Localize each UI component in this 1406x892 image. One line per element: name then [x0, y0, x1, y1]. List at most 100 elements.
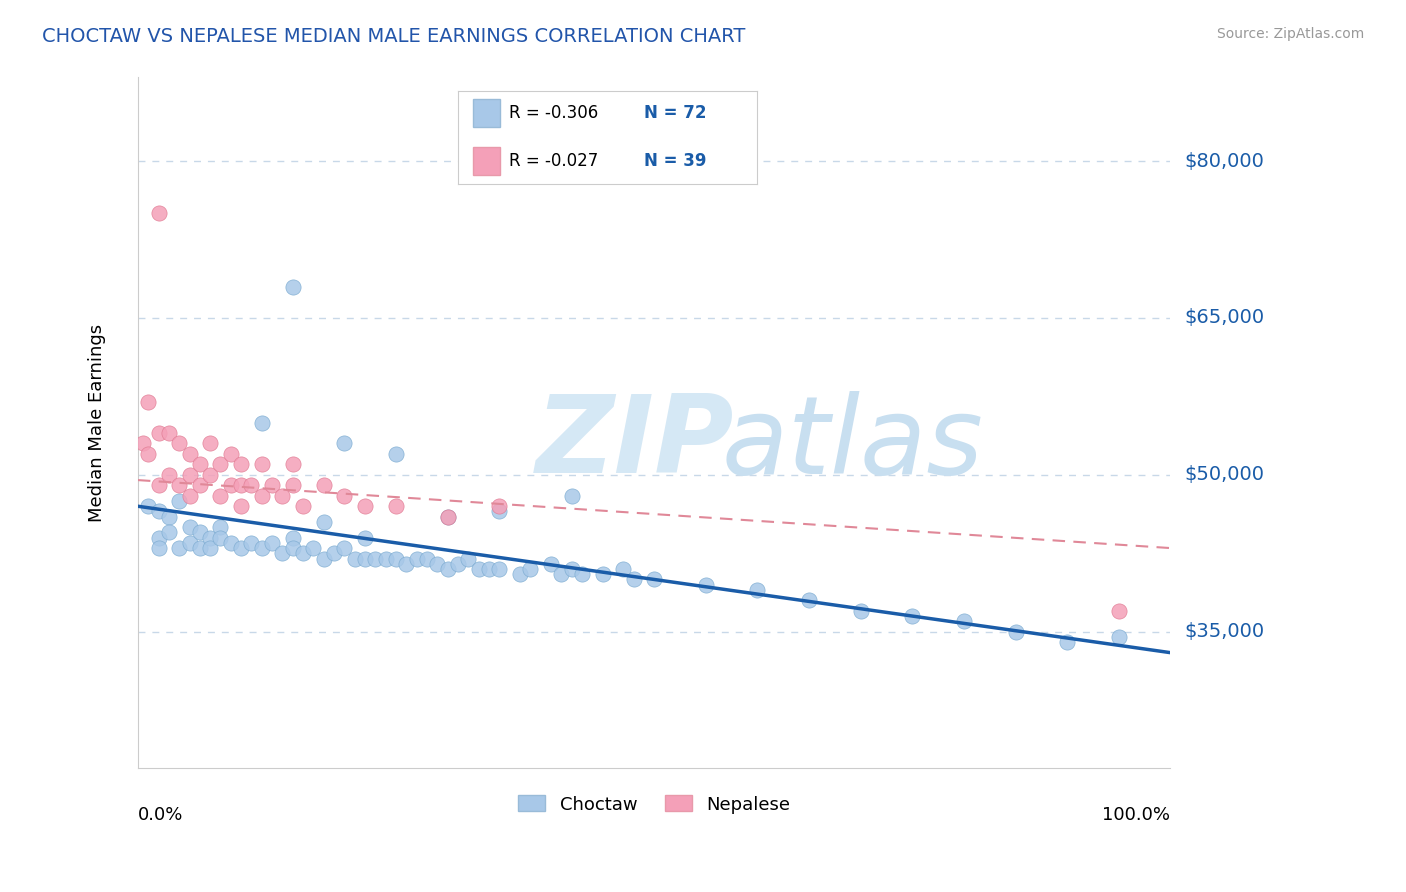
Text: $35,000: $35,000	[1184, 623, 1264, 641]
Point	[271, 489, 294, 503]
Point	[250, 541, 273, 555]
Point	[550, 567, 572, 582]
Point	[136, 394, 159, 409]
Point	[132, 436, 155, 450]
Point	[157, 525, 180, 540]
Point	[281, 458, 304, 472]
Point	[231, 458, 253, 472]
Point	[281, 531, 304, 545]
Point	[1108, 604, 1130, 618]
Point	[198, 436, 221, 450]
Point	[281, 279, 304, 293]
Point	[271, 546, 294, 560]
Point	[219, 536, 242, 550]
Point	[333, 436, 356, 450]
Point	[188, 458, 211, 472]
Point	[198, 531, 221, 545]
Point	[385, 551, 408, 566]
Point	[333, 489, 356, 503]
Point	[312, 551, 335, 566]
Point	[281, 541, 304, 555]
Point	[179, 536, 201, 550]
Point	[209, 458, 232, 472]
Point	[179, 489, 201, 503]
Point	[592, 567, 614, 582]
Point	[323, 546, 346, 560]
Point	[312, 478, 335, 492]
Point	[148, 504, 170, 518]
Point	[209, 520, 232, 534]
Point	[643, 573, 665, 587]
Point	[136, 500, 159, 514]
Point	[395, 557, 418, 571]
Point	[436, 562, 458, 576]
Text: Median Male Earnings: Median Male Earnings	[87, 324, 105, 522]
Point	[231, 478, 253, 492]
Text: $65,000: $65,000	[1184, 309, 1264, 327]
Point	[179, 520, 201, 534]
Point	[148, 531, 170, 545]
Point	[281, 478, 304, 492]
Point	[385, 447, 408, 461]
Point	[292, 546, 315, 560]
Point	[1004, 624, 1026, 639]
Point	[179, 447, 201, 461]
Point	[747, 582, 769, 597]
Point	[312, 515, 335, 529]
Point	[167, 494, 190, 508]
Point	[219, 447, 242, 461]
Point	[167, 436, 190, 450]
Point	[1056, 635, 1078, 649]
Point	[148, 478, 170, 492]
Point	[333, 541, 356, 555]
Point	[262, 536, 284, 550]
Point	[426, 557, 449, 571]
Point	[478, 562, 501, 576]
Point	[901, 609, 924, 624]
Point	[157, 509, 180, 524]
Point	[240, 536, 263, 550]
Point	[436, 509, 458, 524]
Point	[623, 573, 645, 587]
Text: ZIP: ZIP	[536, 391, 734, 496]
Point	[148, 206, 170, 220]
Point	[509, 567, 531, 582]
Point	[179, 467, 201, 482]
Point	[209, 531, 232, 545]
Text: $80,000: $80,000	[1184, 152, 1264, 170]
Point	[240, 478, 263, 492]
Point	[797, 593, 820, 607]
Point	[354, 551, 377, 566]
Point	[488, 562, 510, 576]
Point	[447, 557, 470, 571]
Legend: Choctaw, Nepalese: Choctaw, Nepalese	[510, 789, 797, 821]
Point	[457, 551, 479, 566]
Point	[136, 447, 159, 461]
Point	[188, 541, 211, 555]
Point	[302, 541, 325, 555]
Point	[250, 416, 273, 430]
Point	[250, 458, 273, 472]
Point	[167, 541, 190, 555]
Text: 100.0%: 100.0%	[1102, 805, 1170, 823]
Point	[467, 562, 489, 576]
Point	[695, 577, 717, 591]
Text: $50,000: $50,000	[1184, 466, 1264, 484]
Point	[385, 500, 408, 514]
Point	[488, 500, 510, 514]
Point	[231, 541, 253, 555]
Point	[561, 489, 583, 503]
Point	[157, 425, 180, 440]
Point	[488, 504, 510, 518]
Point	[354, 531, 377, 545]
Point	[219, 478, 242, 492]
Point	[374, 551, 396, 566]
Text: Source: ZipAtlas.com: Source: ZipAtlas.com	[1216, 27, 1364, 41]
Point	[540, 557, 562, 571]
Point	[571, 567, 593, 582]
Point	[198, 467, 221, 482]
Point	[416, 551, 439, 566]
Point	[231, 500, 253, 514]
Point	[292, 500, 315, 514]
Point	[148, 425, 170, 440]
